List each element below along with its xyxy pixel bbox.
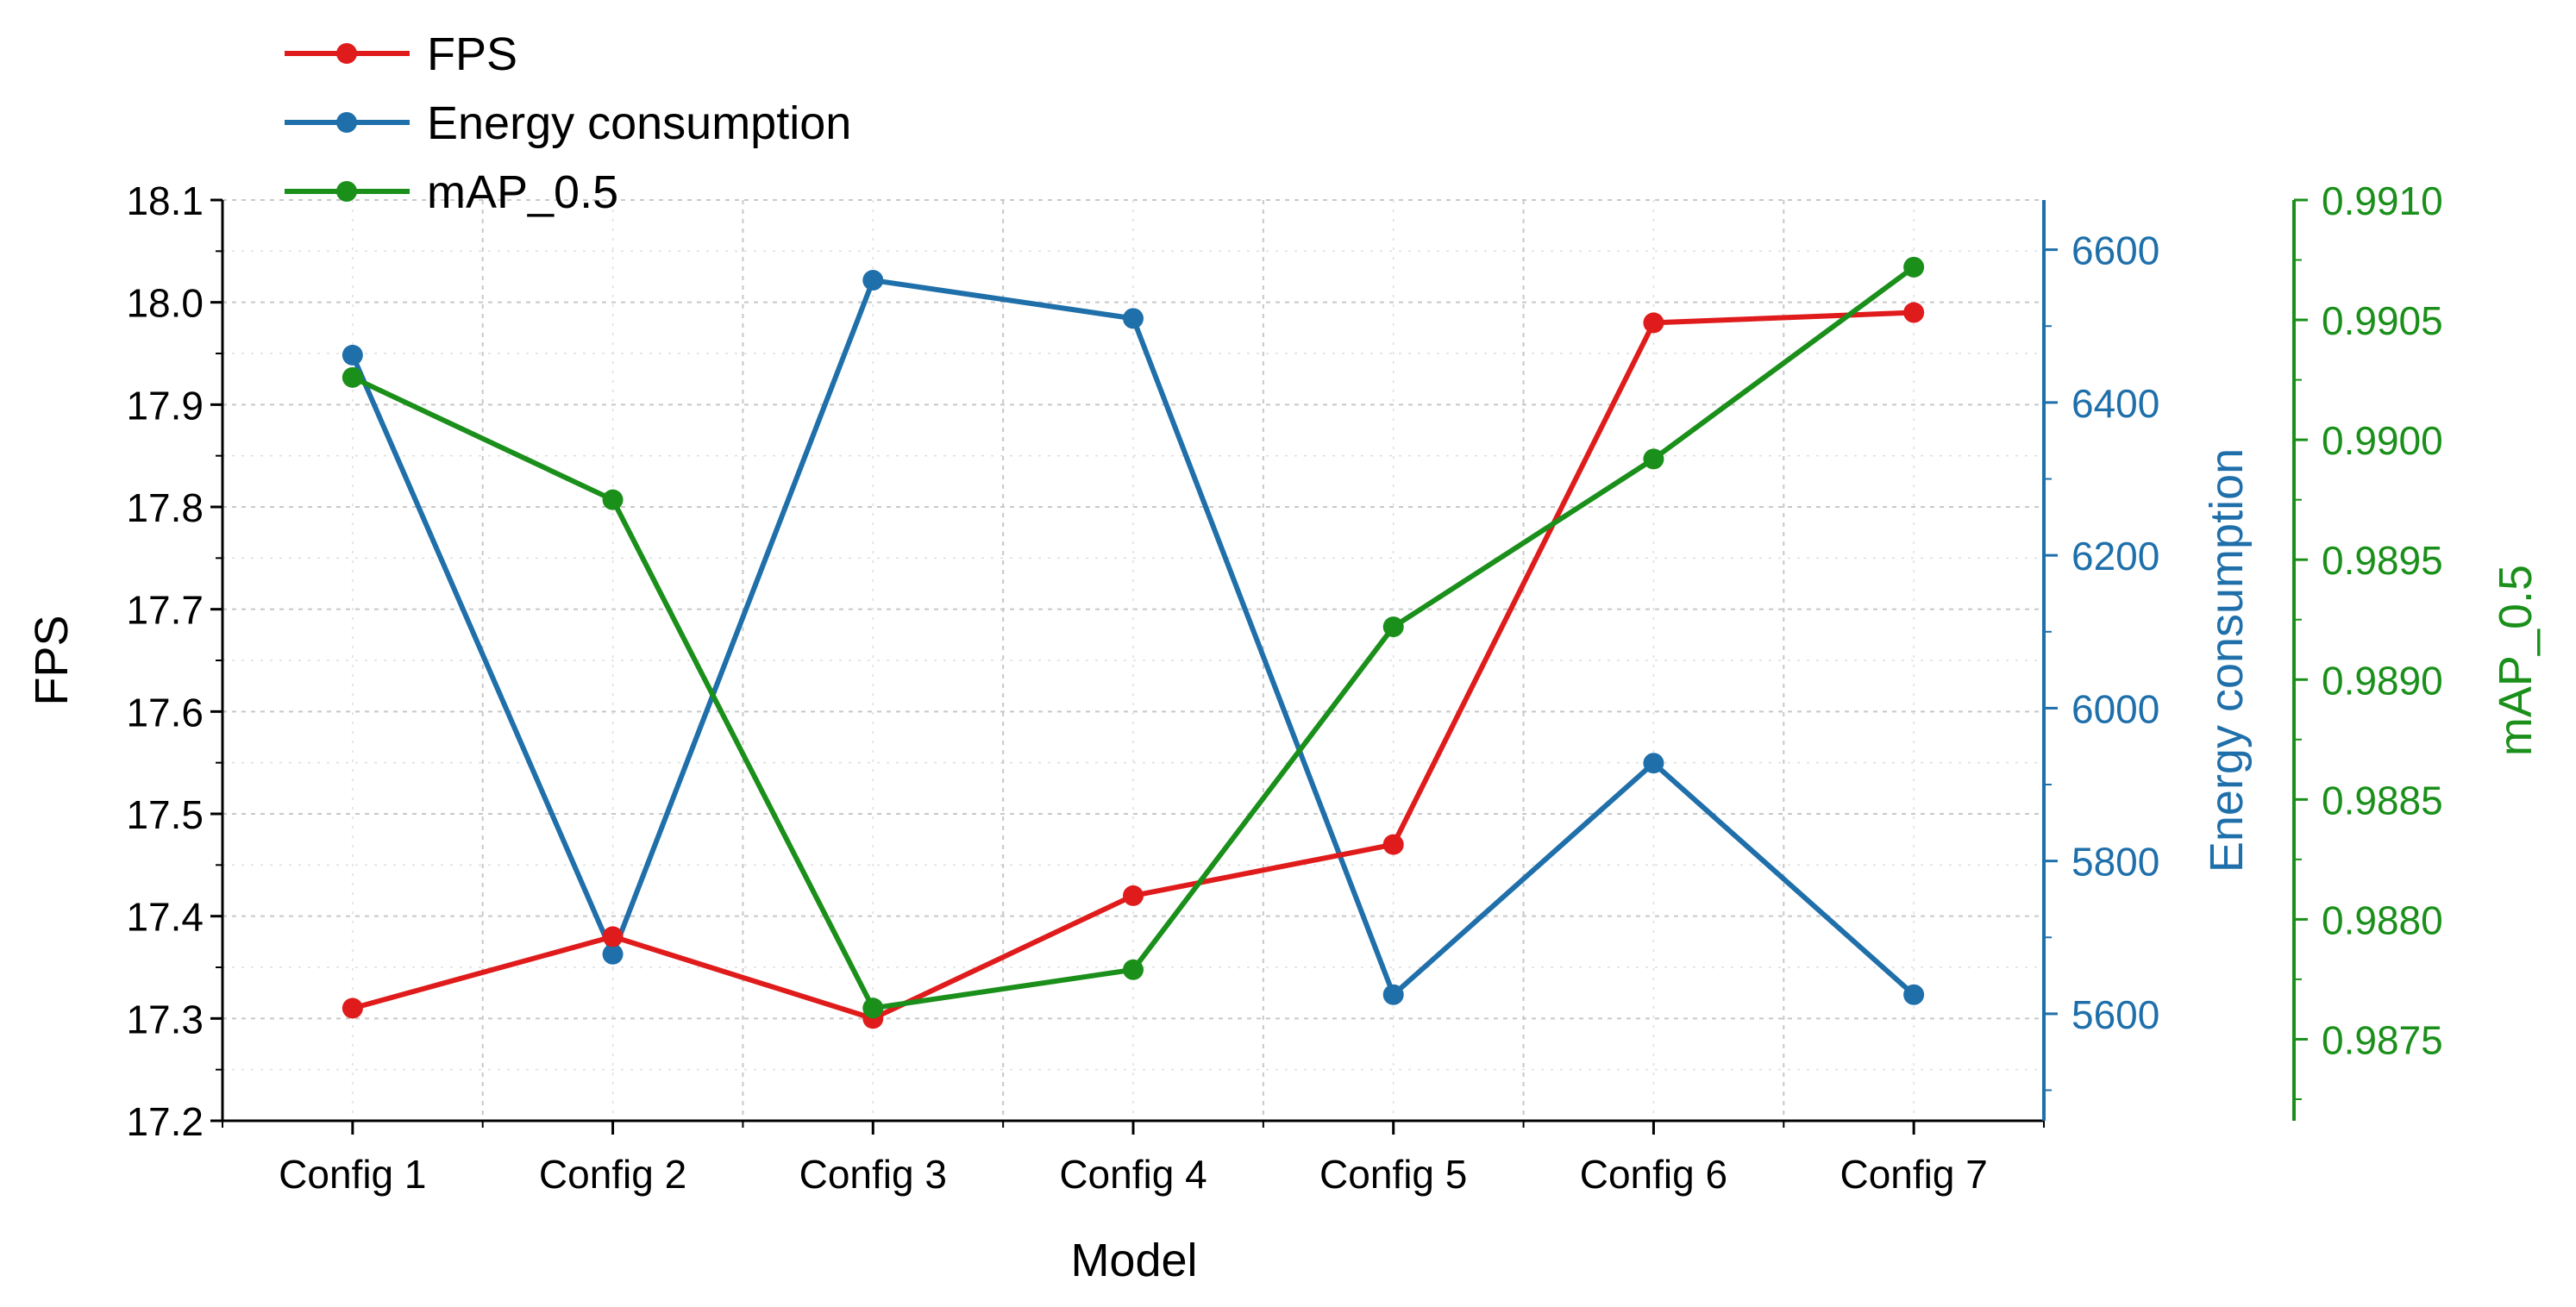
data-point-map-0-5 — [602, 489, 624, 510]
x-tick-label: Config 7 — [1840, 1152, 1987, 1197]
legend-label-energy-consumption: Energy consumption — [427, 97, 851, 149]
data-point-map-0-5 — [342, 366, 363, 388]
data-point-energy-consumption — [862, 270, 884, 291]
y-axis-energy-tick-label: 6600 — [2071, 228, 2159, 273]
y-axis-energy-title: Energy consumption — [2201, 448, 2253, 872]
y-left-tick-label: 17.5 — [126, 792, 204, 837]
x-tick-label: Config 5 — [1319, 1152, 1467, 1197]
legend-marker-fps — [336, 43, 357, 64]
y-left-tick-label: 17.2 — [126, 1099, 204, 1144]
y-axis-energy-tick-label: 6400 — [2071, 381, 2159, 426]
y-left-tick-label: 18.1 — [126, 178, 204, 223]
y-axis-map-tick-label: 0.9895 — [2322, 538, 2443, 583]
y-left-tick-label: 17.4 — [126, 895, 204, 940]
y-axis-map-tick-label: 0.9885 — [2322, 778, 2443, 822]
y-axis-energy-tick-label: 5800 — [2071, 840, 2159, 885]
data-point-fps — [1123, 885, 1144, 906]
y-axis-left-title: FPS — [26, 615, 78, 705]
x-tick-label: Config 6 — [1580, 1152, 1727, 1197]
legend-marker-energy-consumption — [336, 112, 357, 133]
data-point-energy-consumption — [1643, 753, 1664, 774]
y-left-tick-label: 17.3 — [126, 997, 204, 1041]
x-axis-title: Model — [1070, 1235, 1197, 1286]
x-tick-label: Config 2 — [539, 1152, 686, 1197]
x-tick-label: Config 4 — [1059, 1152, 1207, 1197]
data-point-map-0-5 — [1123, 959, 1144, 980]
legend: FPS Energy consumption mAP_0.5 — [285, 28, 851, 218]
data-point-map-0-5 — [1382, 616, 1404, 638]
data-point-map-0-5 — [862, 997, 884, 1019]
data-point-energy-consumption — [1123, 308, 1144, 329]
y-axis-energy-tick-label: 6000 — [2071, 686, 2159, 731]
y-axis-map-tick-label: 0.9910 — [2322, 178, 2443, 223]
y-left-tick-label: 17.6 — [126, 690, 204, 735]
y-axis-map-tick-label: 0.9900 — [2322, 418, 2443, 463]
y-axis-map-tick-label: 0.9905 — [2322, 298, 2443, 343]
data-point-map-0-5 — [1643, 448, 1664, 470]
legend-marker-map-0-5 — [336, 181, 357, 202]
y-left-tick-label: 17.8 — [126, 485, 204, 530]
y-axis-map-tick-label: 0.9875 — [2322, 1017, 2443, 1062]
data-point-energy-consumption — [602, 943, 624, 965]
y-left-tick-label: 17.9 — [126, 383, 204, 428]
data-point-fps — [1903, 302, 1925, 323]
data-point-energy-consumption — [1903, 984, 1925, 1005]
y-left-tick-label: 18.0 — [126, 281, 204, 326]
y-axis-map-tick-label: 0.9890 — [2322, 658, 2443, 703]
series-layer — [342, 256, 1925, 1029]
x-tick-label: Config 1 — [279, 1152, 426, 1197]
data-point-fps — [1382, 834, 1404, 855]
legend-label-fps: FPS — [427, 28, 517, 80]
y-axis-energy-tick-label: 5600 — [2071, 992, 2159, 1037]
data-point-map-0-5 — [1903, 256, 1925, 278]
grid-layer — [222, 199, 2045, 1122]
data-point-fps — [342, 997, 363, 1019]
data-point-energy-consumption — [342, 344, 363, 366]
y-axis-map-title: mAP_0.5 — [2490, 565, 2542, 756]
y-left-tick-label: 17.7 — [126, 588, 204, 633]
x-tick-label: Config 3 — [799, 1152, 947, 1197]
legend-label-map-0-5: mAP_0.5 — [427, 166, 618, 218]
y-axis-energy-tick-label: 6200 — [2071, 534, 2159, 578]
data-point-fps — [1643, 312, 1664, 334]
y-axis-map-tick-label: 0.9880 — [2322, 897, 2443, 942]
data-point-energy-consumption — [1382, 984, 1404, 1005]
axes-layer: 17.2 17.3 17.4 17.5 17.6 17.7 17.8 17.9 18.0 18.1… — [26, 178, 2542, 1197]
data-point-fps — [602, 926, 624, 947]
